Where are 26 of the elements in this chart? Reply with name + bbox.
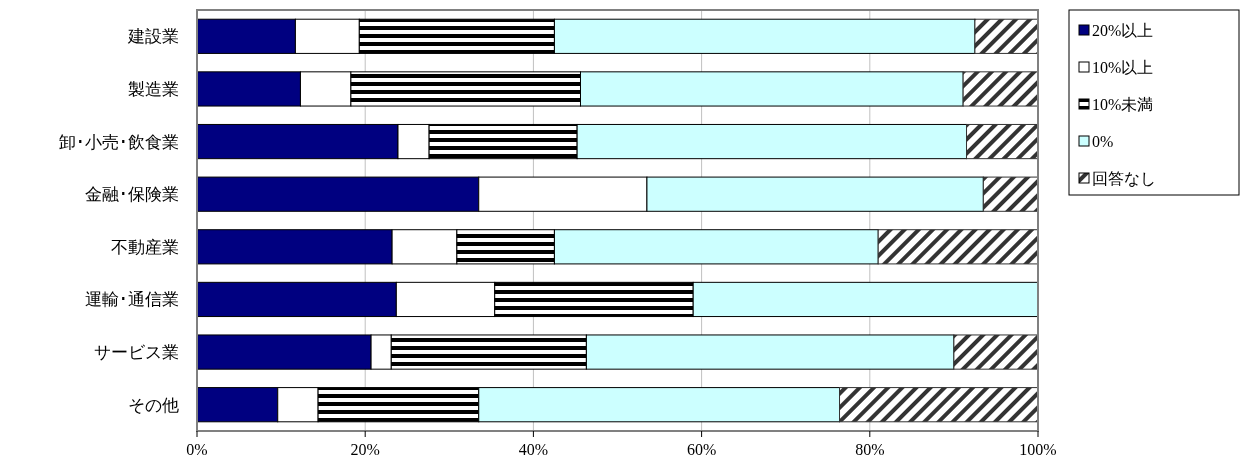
y-tick-label: 製造業 xyxy=(128,79,179,99)
y-tick-label: 不動産業 xyxy=(111,237,179,257)
bar xyxy=(839,387,1039,423)
x-tick-label: 20% xyxy=(350,441,380,458)
bar xyxy=(953,334,1039,370)
x-tick-label: 40% xyxy=(518,441,549,458)
y-tick-label: その他 xyxy=(128,395,179,415)
bar xyxy=(962,71,1039,107)
legend-label: 10%以上 xyxy=(1092,58,1154,76)
x-tick-label: 60% xyxy=(686,441,717,458)
y-tick-label: サービス業 xyxy=(94,343,179,363)
x-tick-label: 100% xyxy=(1019,441,1057,458)
x-tick-label: 0% xyxy=(186,441,208,458)
x-tick-label: 80% xyxy=(855,441,885,458)
y-tick-label: 金融･保険業 xyxy=(85,185,179,205)
bar xyxy=(877,229,1039,265)
bar xyxy=(974,18,1039,54)
legend-label: 0% xyxy=(1092,132,1114,150)
y-tick-label: 卸･小売･飲食業 xyxy=(59,132,179,152)
legend-label: 20%以上 xyxy=(1092,21,1154,39)
bar xyxy=(966,123,1039,160)
legend-label: 回答なし xyxy=(1092,169,1156,187)
bar xyxy=(982,176,1039,212)
legend-label: 10%未満 xyxy=(1092,95,1154,113)
y-tick-label: 運輸･通信業 xyxy=(85,290,179,310)
y-tick-label: 建設業 xyxy=(127,27,179,47)
